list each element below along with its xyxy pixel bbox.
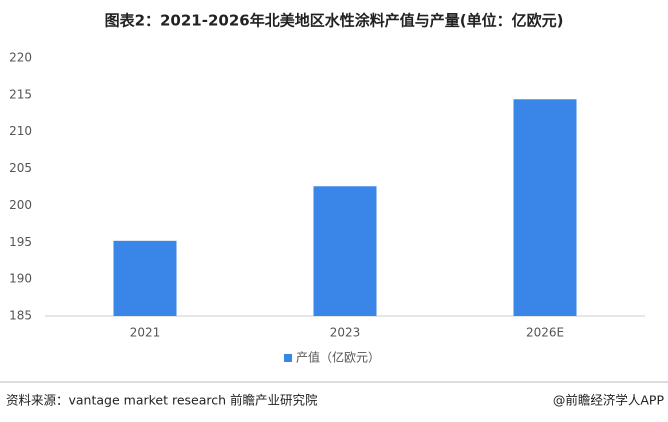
- x-tick-label: 2023: [330, 326, 361, 340]
- y-tick-label: 215: [9, 87, 32, 101]
- bar: [113, 240, 177, 316]
- bar: [313, 186, 377, 316]
- x-tick-label: 2021: [130, 326, 161, 340]
- legend-label: 产值（亿欧元）: [296, 350, 380, 365]
- y-tick-label: 195: [9, 235, 32, 249]
- source: 资料来源：vantage market research 前瞻产业研究院: [6, 393, 318, 408]
- y-tick-label: 220: [9, 51, 32, 65]
- y-tick-label: 190: [9, 272, 32, 286]
- bar: [513, 99, 577, 316]
- credit: @前瞻经济学人APP: [553, 393, 665, 408]
- chart-title: 图表2：2021-2026年北美地区水性涂料产值与产量(单位：亿欧元): [105, 12, 564, 30]
- y-tick-label: 210: [9, 124, 32, 138]
- y-tick-label: 205: [9, 161, 32, 175]
- x-tick-label: 2026E: [526, 326, 564, 340]
- y-tick-label: 200: [9, 198, 32, 212]
- y-tick-label: 185: [9, 309, 32, 323]
- legend-swatch: [284, 354, 292, 362]
